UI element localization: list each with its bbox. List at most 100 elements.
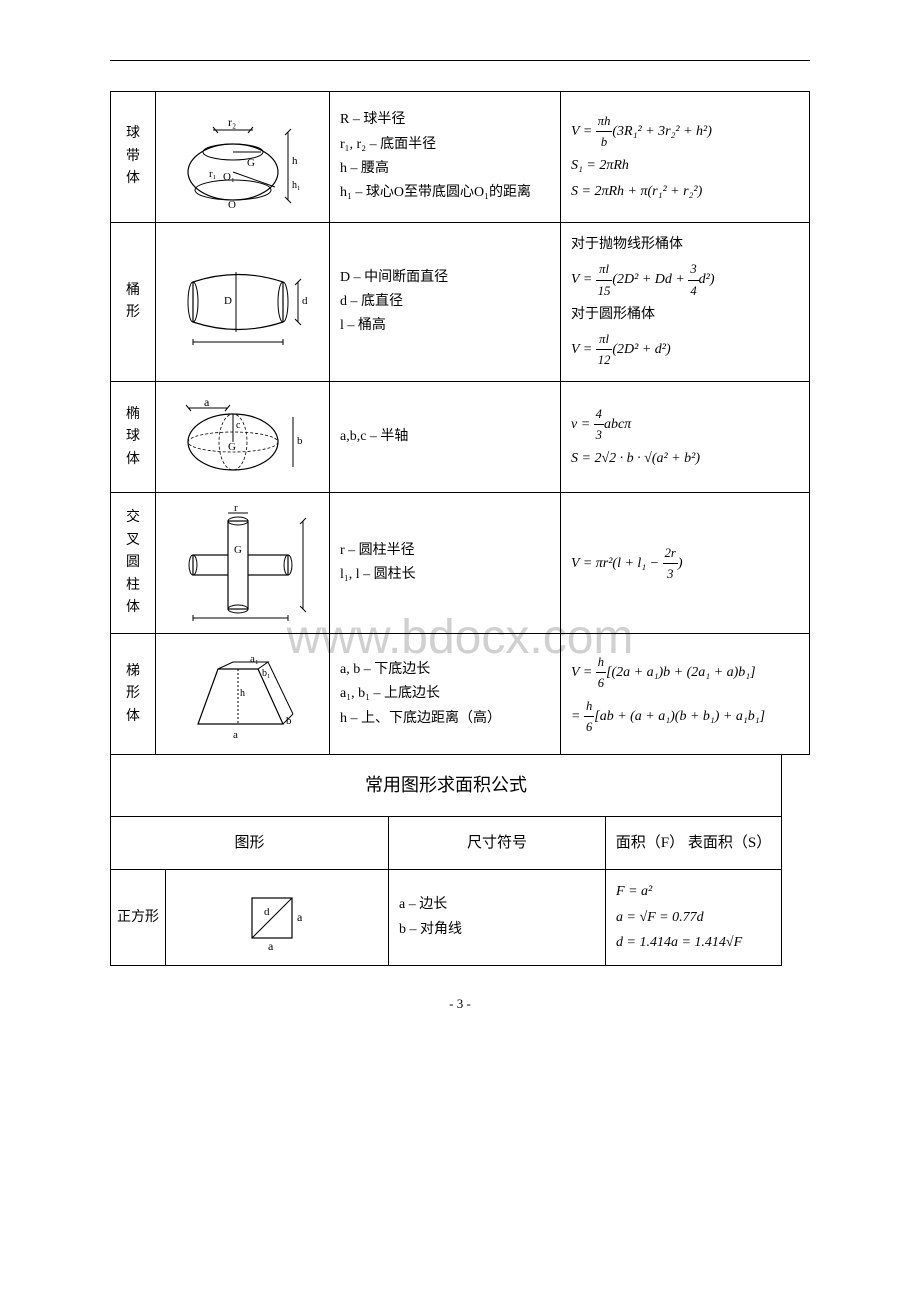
shape-diagram: D d	[156, 223, 330, 382]
shape-name: 正方形	[111, 870, 166, 966]
barrel-icon: D d	[168, 252, 318, 352]
symbol-cell: R – 球半径 r₁, r₂ – 底面半径 h – 腰高 h₁ – 球心O至带底…	[330, 92, 561, 223]
svg-text:b: b	[286, 715, 292, 727]
symbol-line: D – 中间断面直径	[340, 267, 550, 289]
title-row: 常用图形求面积公式	[111, 755, 782, 817]
svg-text:a: a	[204, 395, 210, 409]
formula-line: V = πhb(3R₁² + 3r₂² + h²)	[571, 111, 799, 152]
table-row: 椭球体 c G a b a,b,c – 半轴	[111, 382, 810, 493]
symbol-line: a,b,c – 半轴	[340, 426, 550, 448]
symbol-line: r₁, r₂ – 底面半径	[340, 134, 550, 156]
formula-line: V = πr²(l + l₁ − 2r3)	[571, 543, 799, 584]
frustum-icon: h a₁ b₁ a b	[178, 644, 308, 744]
ellipsoid-icon: c G a b	[168, 392, 318, 482]
formula-line: d = 1.414a = 1.414√F	[616, 932, 771, 954]
svg-text:r: r	[234, 503, 238, 514]
svg-text:b: b	[297, 435, 303, 447]
formula-line: F = a²	[616, 881, 771, 903]
symbol-line: R – 球半径	[340, 109, 550, 131]
table-row: 交叉圆柱体 G r r	[111, 493, 810, 634]
formula-cell: V = πhb(3R₁² + 3r₂² + h²) S₁ = 2πRh S = …	[561, 92, 810, 223]
symbol-line: h – 腰高	[340, 158, 550, 180]
formula-line: = h6[ab + (a + a₁)(b + b₁) + a₁b₁]	[571, 696, 799, 737]
formula-line: S = 2πRh + π(r₁² + r₂²)	[571, 181, 799, 203]
svg-text:d: d	[302, 295, 308, 307]
svg-text:G: G	[228, 441, 236, 453]
svg-text:O: O	[228, 199, 236, 211]
svg-text:a₁: a₁	[250, 653, 259, 665]
svg-text:O₁: O₁	[223, 171, 235, 183]
svg-text:b₁: b₁	[262, 668, 271, 679]
formula-table-2: 常用图形求面积公式 图形 尺寸符号 面积（F） 表面积（S） 正方形 d a a…	[110, 754, 782, 966]
formula-line: ν = 43abcπ	[571, 404, 799, 445]
shape-name: 椭球体	[111, 382, 156, 493]
symbol-line: d – 底直径	[340, 291, 550, 313]
sphere-zone-icon: r₂ O₁ O G r₁ h h₁	[173, 102, 313, 212]
symbol-cell: a, b – 下底边长 a₁, b₁ – 上底边长 h – 上、下底边距离（高）	[330, 634, 561, 755]
symbol-line: b – 对角线	[399, 919, 599, 941]
formula-line: 对于抛物线形桶体	[571, 234, 799, 256]
shape-diagram: d a a	[166, 870, 389, 966]
document-page: www.bdocx.com 球带体 r₂ O₁ O G r₁	[0, 0, 920, 1052]
symbol-line: r – 圆柱半径	[340, 540, 550, 562]
formula-cell: F = a² a = √F = 0.77d d = 1.414a = 1.414…	[606, 870, 782, 966]
page-number: - 3 -	[110, 996, 810, 1012]
shape-diagram: G r	[156, 493, 330, 634]
symbol-line: a – 边长	[399, 894, 599, 916]
shape-diagram: c G a b	[156, 382, 330, 493]
symbol-cell: a – 边长 b – 对角线	[389, 870, 606, 966]
header-cell: 面积（F） 表面积（S）	[606, 817, 782, 870]
svg-text:h: h	[240, 688, 245, 699]
section-title: 常用图形求面积公式	[111, 755, 782, 817]
symbol-line: l₁, l – 圆柱长	[340, 564, 550, 586]
svg-text:G: G	[247, 157, 255, 169]
formula-cell: 对于抛物线形桶体 V = πl15(2D² + Dd + 34d²) 对于圆形桶…	[561, 223, 810, 382]
formula-table-1: 球带体 r₂ O₁ O G r₁ h	[110, 91, 810, 755]
top-rule	[110, 60, 810, 61]
svg-text:h₁: h₁	[292, 180, 301, 191]
header-row: 图形 尺寸符号 面积（F） 表面积（S）	[111, 817, 782, 870]
table-row: 桶形 D d D – 中间断面直径 d – 底直径 l –	[111, 223, 810, 382]
table-row: 正方形 d a a a – 边长 b – 对角线 F = a² a = √F =…	[111, 870, 782, 966]
formula-cell: V = h6[(2a + a₁)b + (2a₁ + a)b₁] = h6[ab…	[561, 634, 810, 755]
formula-line: 对于圆形桶体	[571, 304, 799, 326]
header-cell: 尺寸符号	[389, 817, 606, 870]
symbol-line: a₁, b₁ – 上底边长	[340, 683, 550, 705]
formula-cell: V = πr²(l + l₁ − 2r3)	[561, 493, 810, 634]
svg-text:c: c	[236, 420, 241, 431]
shape-name: 球带体	[111, 92, 156, 223]
formula-cell: ν = 43abcπ S = 2√2 · b · √(a² + b²)	[561, 382, 810, 493]
symbol-line: h – 上、下底边距离（高）	[340, 708, 550, 730]
svg-text:G: G	[234, 544, 242, 556]
formula-line: V = h6[(2a + a₁)b + (2a₁ + a)b₁]	[571, 652, 799, 693]
symbol-line: l – 桶高	[340, 315, 550, 337]
svg-text:a: a	[268, 939, 274, 953]
square-icon: d a a	[232, 883, 322, 953]
svg-text:a: a	[233, 729, 238, 741]
formula-line: S₁ = 2πRh	[571, 155, 799, 177]
table-row: 梯形体 h a₁ b₁ a b a, b – 下底边长 a₁, b₁ – 上底边	[111, 634, 810, 755]
svg-text:d: d	[264, 906, 270, 918]
cross-cylinder-icon: G r	[168, 503, 318, 623]
symbol-cell: a,b,c – 半轴	[330, 382, 561, 493]
svg-text:D: D	[224, 295, 232, 307]
symbol-cell: r – 圆柱半径 l₁, l – 圆柱长	[330, 493, 561, 634]
symbol-cell: D – 中间断面直径 d – 底直径 l – 桶高	[330, 223, 561, 382]
header-cell: 图形	[111, 817, 389, 870]
shape-name: 桶形	[111, 223, 156, 382]
formula-line: V = πl12(2D² + d²)	[571, 329, 799, 370]
formula-line: S = 2√2 · b · √(a² + b²)	[571, 448, 799, 470]
symbol-line: h₁ – 球心O至带底圆心O₁的距离	[340, 182, 550, 204]
svg-text:r₁: r₁	[209, 168, 217, 180]
shape-name: 梯形体	[111, 634, 156, 755]
shape-diagram: h a₁ b₁ a b	[156, 634, 330, 755]
svg-text:r₂: r₂	[228, 115, 236, 129]
svg-text:a: a	[297, 910, 303, 924]
symbol-line: a, b – 下底边长	[340, 659, 550, 681]
formula-line: a = √F = 0.77d	[616, 907, 771, 929]
shape-name: 交叉圆柱体	[111, 493, 156, 634]
svg-text:h: h	[292, 155, 298, 167]
formula-line: V = πl15(2D² + Dd + 34d²)	[571, 259, 799, 300]
shape-diagram: r₂ O₁ O G r₁ h h₁	[156, 92, 330, 223]
table-row: 球带体 r₂ O₁ O G r₁ h	[111, 92, 810, 223]
